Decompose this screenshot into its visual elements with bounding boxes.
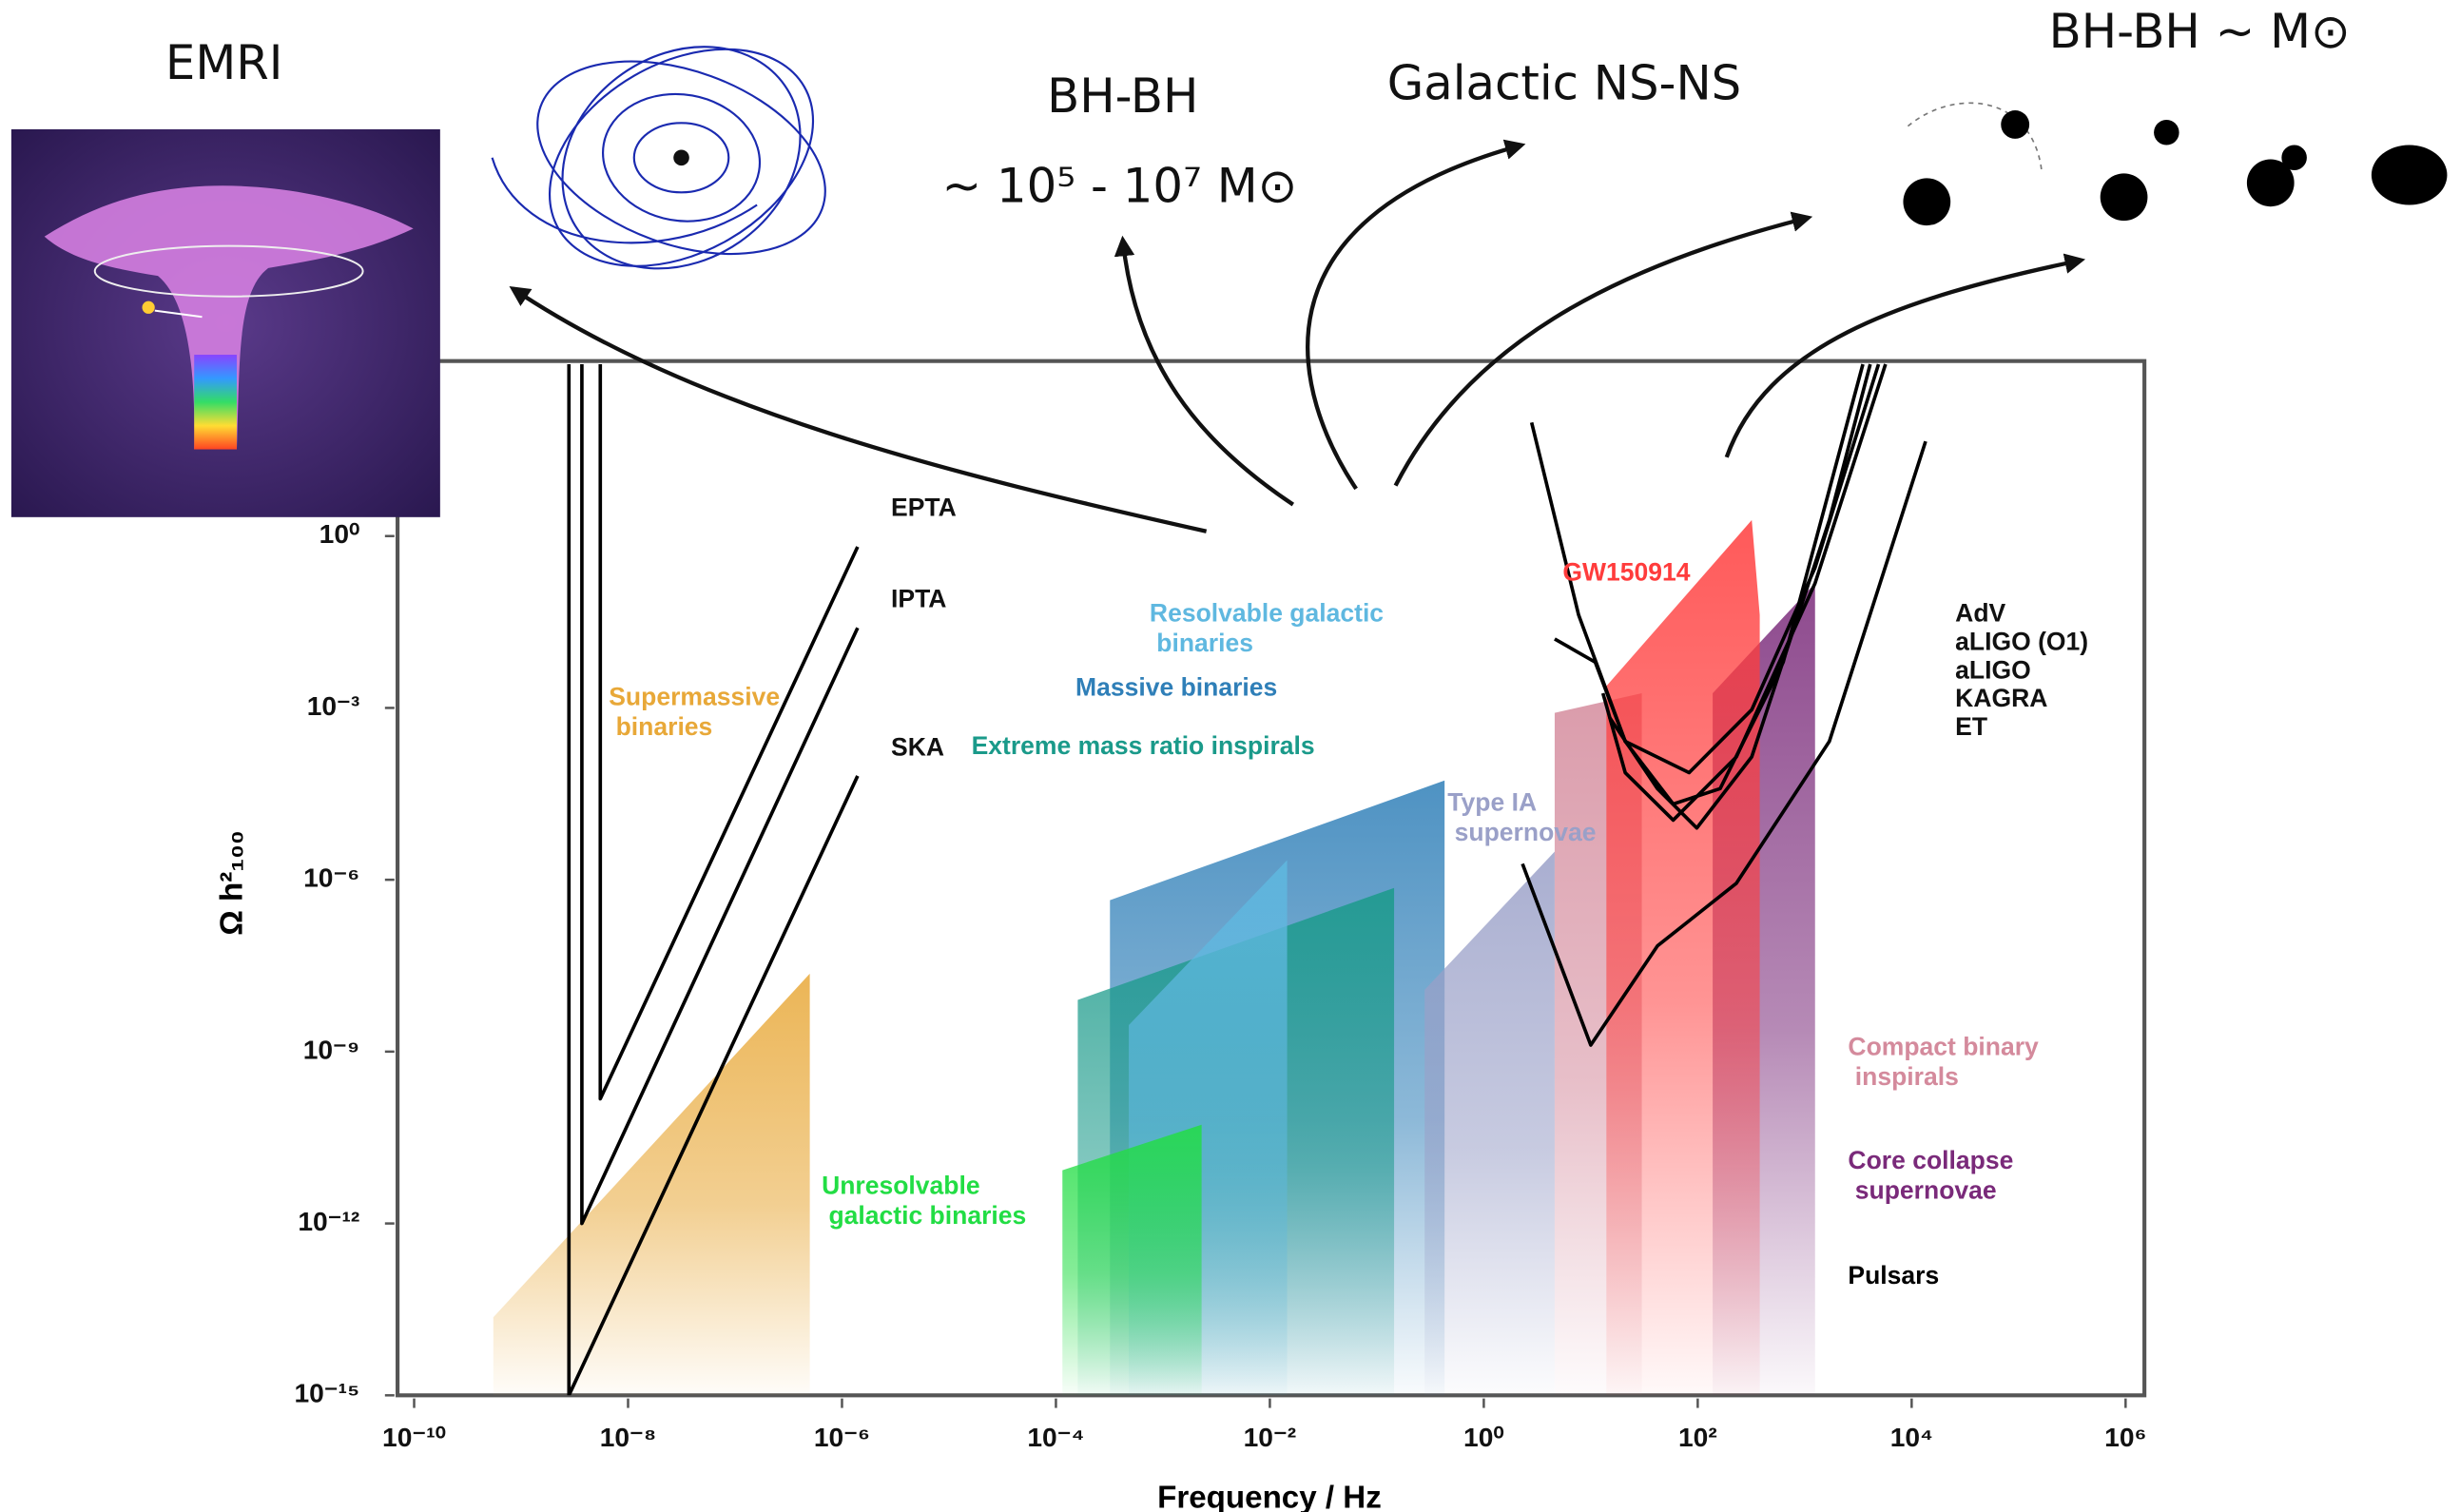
curve-label: SKA bbox=[891, 733, 944, 762]
chart: Supermassive binariesMassive binariesExt… bbox=[0, 0, 2460, 1512]
binary-icons bbox=[1903, 103, 2447, 225]
x-tick-label: 10² bbox=[1678, 1422, 1717, 1452]
y-axis-label: Ω h²₁₀₀ bbox=[214, 830, 249, 936]
region-label: Massive binaries bbox=[1075, 673, 1277, 702]
curve-label: IPTA bbox=[891, 585, 946, 613]
y-tick-label: 10⁻¹² bbox=[298, 1206, 359, 1236]
annotation: BH-BH ~ M⊙ bbox=[2049, 4, 2351, 59]
x-tick-label: 10⁻⁴ bbox=[1027, 1422, 1084, 1452]
region-label: Core collapse supernovae bbox=[1848, 1146, 2013, 1205]
y-tick-label: 10⁻⁶ bbox=[303, 863, 359, 893]
y-tick-label: 10⁰ bbox=[320, 518, 360, 549]
note: Pulsars bbox=[1848, 1261, 1939, 1289]
curve-label: aLIGO bbox=[1955, 655, 2031, 684]
x-axis-label: Frequency / Hz bbox=[1157, 1480, 1382, 1512]
x-tick-label: 10⁴ bbox=[1890, 1422, 1933, 1452]
y-tick-label: 10⁻⁹ bbox=[303, 1034, 360, 1064]
y-tick-label: 10⁻³ bbox=[307, 690, 360, 721]
region-label: GW150914 bbox=[1562, 558, 1690, 587]
page: Supermassive binariesMassive binariesExt… bbox=[0, 0, 2460, 1512]
x-tick-label: 10⁻² bbox=[1244, 1422, 1297, 1452]
x-tick-label: 10⁻⁸ bbox=[600, 1422, 657, 1452]
region bbox=[1062, 1125, 1201, 1396]
annotation: BH-BH bbox=[1047, 68, 1198, 124]
x-tick-label: 10⁶ bbox=[2104, 1422, 2146, 1452]
emri-image bbox=[11, 129, 440, 517]
annotation: EMRI bbox=[165, 35, 283, 90]
orbit-drawing bbox=[493, 1, 852, 314]
y-tick-label: 10⁻¹⁵ bbox=[294, 1378, 359, 1408]
curve-label: KAGRA bbox=[1955, 684, 2047, 712]
x-tick-label: 10⁻¹⁰ bbox=[382, 1422, 446, 1452]
annotation: ~ 10⁵ - 10⁷ M⊙ bbox=[942, 158, 1298, 213]
region-label: Extreme mass ratio inspirals bbox=[972, 731, 1315, 760]
curve-label: AdV bbox=[1955, 599, 2005, 628]
curve-label: EPTA bbox=[891, 494, 957, 522]
x-tick-label: 10⁻⁶ bbox=[814, 1422, 870, 1452]
curve-label: aLIGO (O1) bbox=[1955, 627, 2088, 655]
curve-label: ET bbox=[1955, 712, 1987, 741]
x-tick-label: 10⁰ bbox=[1463, 1422, 1504, 1452]
annotation: Galactic NS-NS bbox=[1387, 56, 1742, 111]
